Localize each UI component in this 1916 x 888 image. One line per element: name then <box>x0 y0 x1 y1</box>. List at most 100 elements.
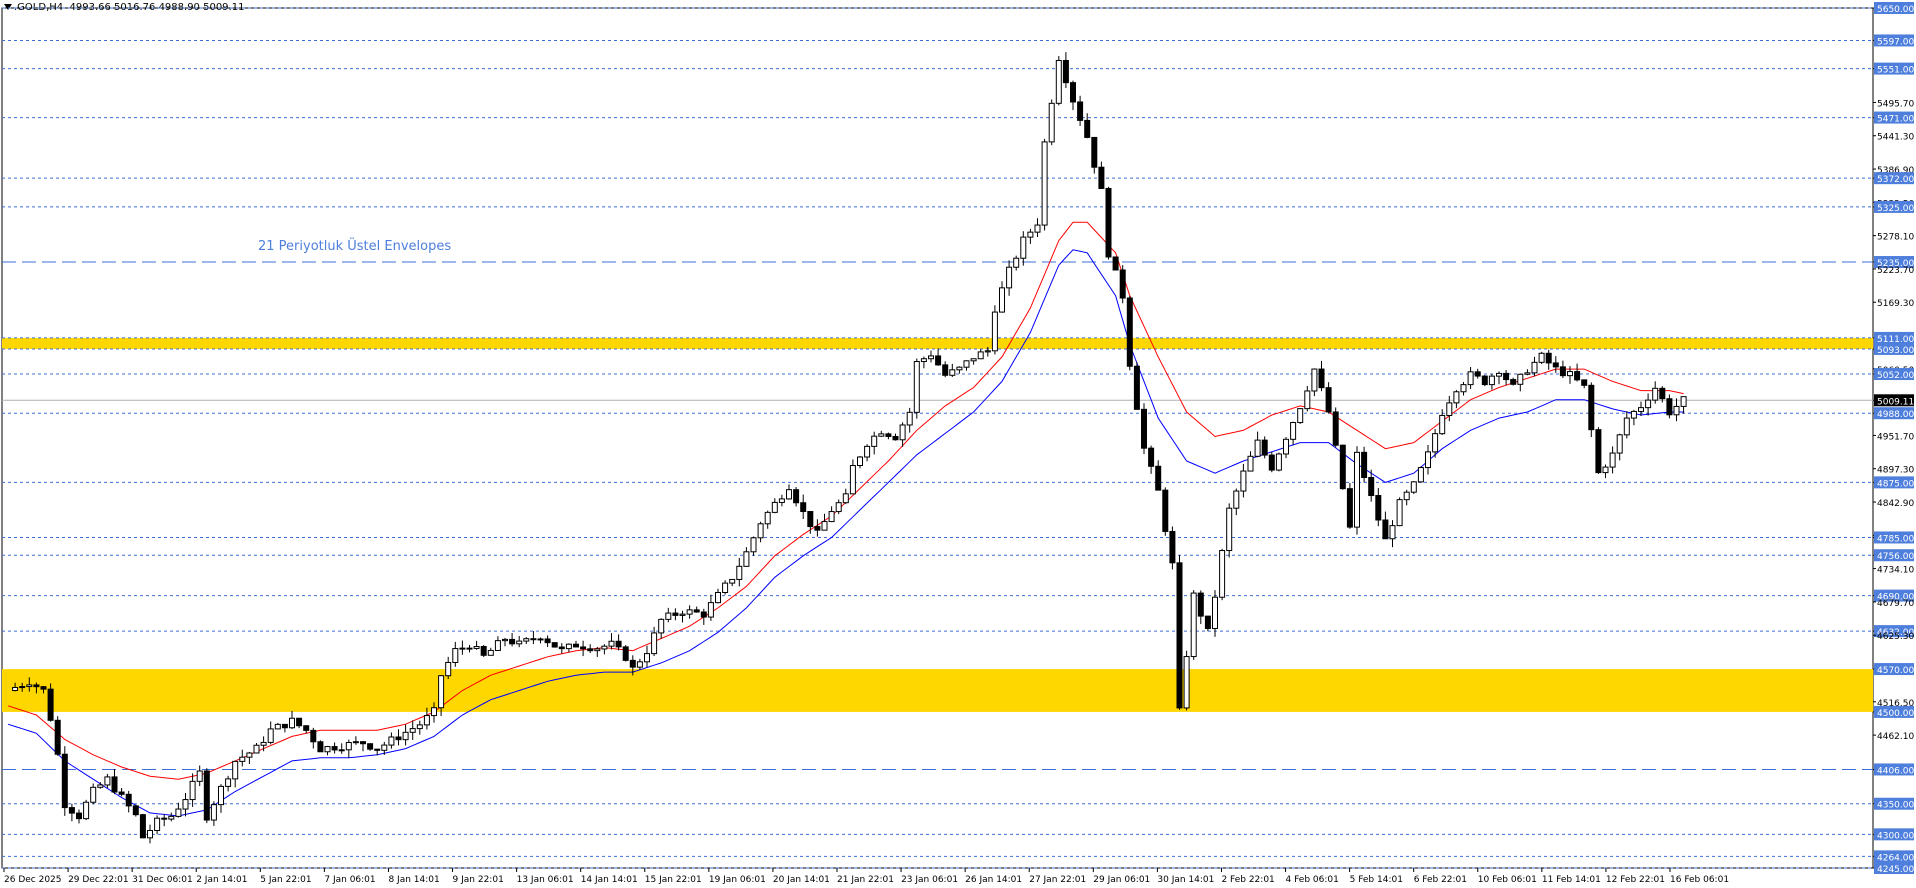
plot-frame <box>1 7 1874 869</box>
bullish-candle <box>502 638 508 642</box>
bullish-candle <box>494 640 501 651</box>
level-price-label: 5471.00 <box>1877 115 1914 125</box>
bearish-candle <box>1361 451 1368 479</box>
bullish-candle <box>1517 373 1524 385</box>
level-price-label: 4500.00 <box>1877 709 1914 719</box>
x-tick-label: 26 Dec 2025 <box>4 875 62 885</box>
bearish-candle <box>1091 136 1098 168</box>
bearish-candle <box>530 638 537 641</box>
bullish-candle <box>1219 550 1226 598</box>
level-price-label: 5093.00 <box>1877 346 1914 356</box>
bearish-candle <box>76 812 82 820</box>
bearish-candle <box>1261 439 1268 456</box>
level-price-label: 5650.00 <box>1877 5 1914 15</box>
bearish-candle <box>132 805 139 816</box>
bearish-candle <box>807 511 814 528</box>
bullish-candle <box>743 551 750 567</box>
bearish-candle <box>1481 375 1488 386</box>
y-tick-label: 5386.90 <box>1877 166 1914 176</box>
bearish-candle <box>885 433 892 437</box>
bullish-candle <box>722 582 729 593</box>
x-tick-label: 4 Feb 06:01 <box>1286 875 1339 885</box>
level-price-label: 4406.00 <box>1877 766 1914 776</box>
bullish-candle <box>594 648 601 652</box>
bullish-candle <box>1524 372 1531 375</box>
bullish-candle <box>246 752 253 758</box>
level-price-label: 4690.00 <box>1877 593 1914 603</box>
y-tick-label: 4516.50 <box>1877 699 1914 709</box>
y-tick-label: 4625.30 <box>1877 632 1914 642</box>
bullish-candle <box>402 731 409 741</box>
bearish-candle <box>1112 256 1119 271</box>
x-tick-label: 20 Jan 14:01 <box>773 875 830 885</box>
bullish-candle <box>381 744 388 751</box>
level-price-marker <box>1874 589 1914 602</box>
bullish-candle <box>267 728 274 743</box>
x-tick-label: 2 Jan 14:01 <box>196 875 247 885</box>
bullish-candle <box>19 686 26 689</box>
level-price-marker <box>1874 549 1914 562</box>
x-tick-label: 23 Jan 06:01 <box>901 875 958 885</box>
bearish-candle <box>466 647 473 650</box>
level-price-label: 4756.00 <box>1877 552 1914 562</box>
bullish-candle <box>679 613 686 616</box>
bullish-candle <box>154 817 161 831</box>
bearish-candle <box>1559 366 1566 377</box>
bearish-candle <box>892 435 899 441</box>
bullish-candle <box>1389 525 1396 540</box>
bullish-candle <box>636 661 643 668</box>
bullish-candle <box>1531 361 1538 374</box>
bullish-candle <box>1254 439 1261 457</box>
bearish-candle <box>942 364 949 376</box>
bearish-candle <box>1141 408 1147 449</box>
level-price-label: 5372.00 <box>1877 175 1914 185</box>
y-tick-label: 4679.70 <box>1877 599 1914 609</box>
bullish-candle <box>1630 410 1637 419</box>
support-resistance-zone <box>2 337 1873 349</box>
x-tick-label: 26 Jan 14:01 <box>965 875 1022 885</box>
bearish-candle <box>1268 454 1275 471</box>
bullish-candle <box>12 687 19 691</box>
bullish-candle <box>1212 596 1218 629</box>
bullish-candle <box>516 640 523 645</box>
bullish-candle <box>1467 371 1474 386</box>
bullish-candle <box>999 287 1005 313</box>
bearish-candle <box>61 753 68 809</box>
level-price-label: 5551.00 <box>1877 66 1914 76</box>
level-price-label: 4570.00 <box>1877 666 1914 676</box>
y-tick-label: 4462.10 <box>1877 732 1914 742</box>
bearish-candle <box>1318 368 1325 389</box>
bearish-candle <box>693 609 700 613</box>
bullish-candle <box>487 649 494 656</box>
x-tick-label: 19 Jan 06:01 <box>709 875 766 885</box>
current-price-label: 5009.11 <box>1877 397 1914 407</box>
bullish-candle <box>90 786 97 803</box>
level-price-marker <box>1874 531 1914 544</box>
bearish-candle <box>1545 352 1552 364</box>
bearish-candle <box>800 502 807 513</box>
dropdown-triangle-icon <box>4 4 12 10</box>
bullish-candle <box>1226 507 1233 552</box>
bullish-candle <box>225 778 232 787</box>
level-price-label: 5111.00 <box>1877 335 1914 345</box>
bearish-candle <box>303 725 310 731</box>
bullish-candle <box>736 565 743 580</box>
x-tick-label: 9 Jan 22:01 <box>453 875 504 885</box>
bullish-candle <box>104 776 111 786</box>
level-price-label: 5235.00 <box>1877 259 1914 269</box>
level-price-label: 4988.00 <box>1877 410 1914 420</box>
bearish-candle <box>573 643 579 648</box>
x-tick-label: 15 Jan 22:01 <box>645 875 702 885</box>
level-price-marker <box>1874 368 1914 381</box>
bearish-candle <box>310 729 317 743</box>
x-tick-label: 6 Feb 22:01 <box>1414 875 1467 885</box>
bullish-candle <box>707 602 714 618</box>
bearish-candle <box>1510 379 1517 385</box>
bearish-candle <box>1659 387 1666 400</box>
bearish-candle <box>1325 387 1332 413</box>
y-tick-label: 4951.70 <box>1877 432 1914 442</box>
bullish-candle <box>970 358 977 362</box>
bullish-candle <box>1190 592 1197 658</box>
